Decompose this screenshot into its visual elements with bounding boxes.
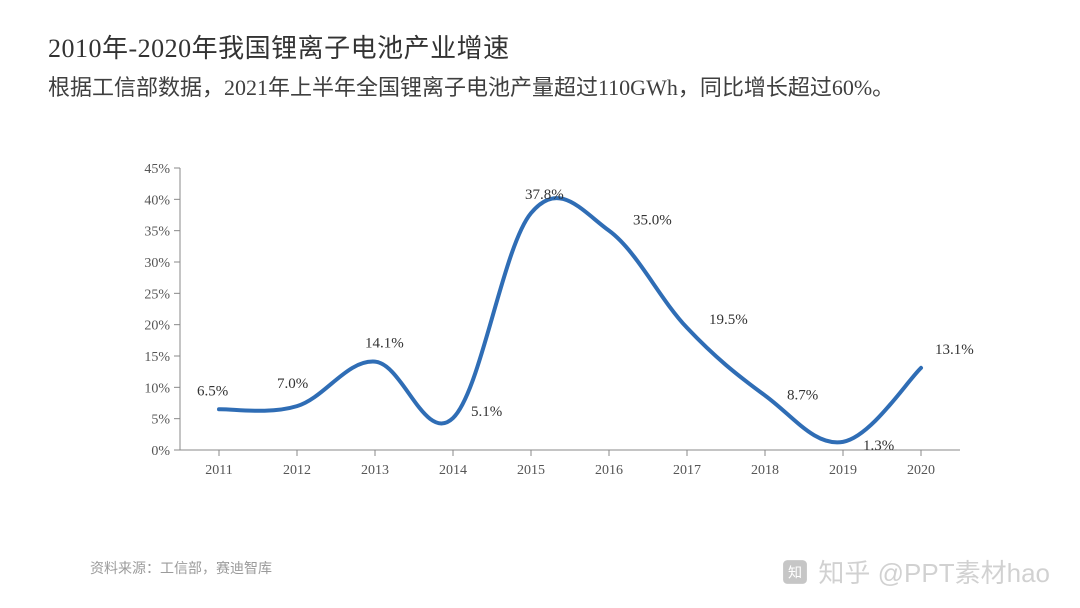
svg-text:2015: 2015: [517, 463, 545, 478]
svg-text:0%: 0%: [151, 444, 170, 459]
svg-text:5%: 5%: [151, 413, 170, 428]
svg-text:2019: 2019: [829, 463, 857, 478]
svg-text:40%: 40%: [144, 193, 170, 208]
page-title: 2010年-2020年我国锂离子电池产业增速: [48, 28, 510, 65]
svg-text:35.0%: 35.0%: [633, 213, 672, 229]
svg-text:35%: 35%: [144, 225, 170, 240]
svg-text:19.5%: 19.5%: [709, 312, 748, 328]
svg-text:2013: 2013: [361, 463, 389, 478]
svg-text:5.1%: 5.1%: [471, 404, 502, 420]
svg-text:30%: 30%: [144, 256, 170, 271]
svg-text:2016: 2016: [595, 463, 623, 478]
svg-text:2017: 2017: [673, 463, 701, 478]
svg-text:25%: 25%: [144, 287, 170, 302]
growth-line-chart: 0% 5% 10% 15% 20% 25% 30% 35% 40% 45% 2011 2012 2013…: [130, 150, 990, 490]
svg-text:13.1%: 13.1%: [935, 342, 974, 358]
svg-text:知: 知: [788, 564, 802, 580]
svg-text:2012: 2012: [283, 463, 311, 478]
watermark-text: 知乎 @PPT素材hao: [818, 553, 1050, 590]
svg-text:2020: 2020: [907, 463, 935, 478]
svg-text:6.5%: 6.5%: [197, 383, 228, 399]
svg-text:1.3%: 1.3%: [863, 438, 894, 454]
svg-text:10%: 10%: [144, 381, 170, 396]
svg-text:20%: 20%: [144, 319, 170, 334]
watermark: 知 知乎 @PPT素材hao: [782, 553, 1050, 590]
data-source-note: 资料来源：工信部，赛迪智库: [90, 558, 272, 578]
svg-text:2011: 2011: [205, 463, 232, 478]
svg-text:7.0%: 7.0%: [277, 376, 308, 392]
svg-text:14.1%: 14.1%: [365, 336, 404, 352]
page-subtitle: 根据工信部数据，2021年上半年全国锂离子电池产量超过110GWh，同比增长超过…: [48, 70, 894, 102]
svg-text:2014: 2014: [439, 463, 467, 478]
svg-text:8.7%: 8.7%: [787, 387, 818, 403]
svg-text:37.8%: 37.8%: [525, 187, 564, 203]
svg-text:45%: 45%: [144, 162, 170, 177]
svg-text:15%: 15%: [144, 350, 170, 365]
zhihu-icon: 知: [782, 559, 808, 585]
svg-text:2018: 2018: [751, 463, 779, 478]
